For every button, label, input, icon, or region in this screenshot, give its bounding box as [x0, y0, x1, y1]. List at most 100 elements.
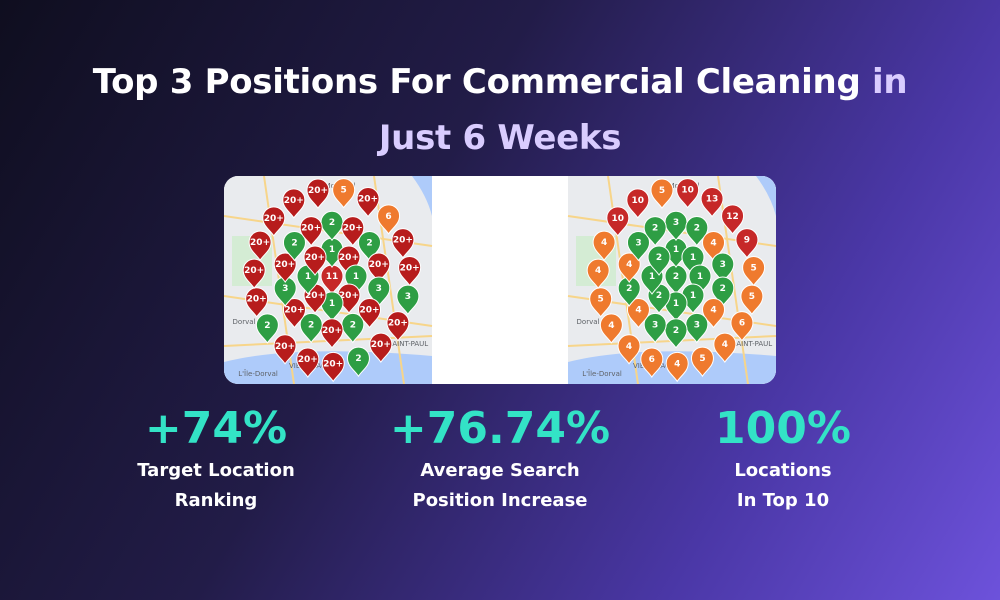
pin-label: 20+: [305, 253, 325, 263]
pin: 4: [599, 313, 623, 344]
pin-shape: [665, 351, 689, 383]
pin: 2: [617, 276, 641, 307]
pin-label: 5: [749, 292, 755, 302]
pin-shape: [245, 287, 269, 318]
pin-label: 20+: [301, 224, 321, 234]
pin-label: 4: [608, 321, 614, 331]
pin: 6: [730, 311, 754, 342]
pin-shape: [688, 264, 712, 295]
pin-shape: [586, 258, 610, 290]
pin-shape: [296, 347, 320, 378]
pin-shape: [650, 178, 674, 209]
pin-label: 20+: [275, 342, 295, 352]
pin: 1: [688, 264, 712, 295]
stat: +74% Target Location Ranking: [66, 402, 366, 516]
pin-shape: [396, 284, 420, 316]
pin: 20+: [303, 245, 327, 276]
pin-label: 20+: [308, 186, 328, 196]
stat-label: Ranking: [174, 490, 258, 511]
pin-label: 4: [635, 306, 641, 316]
pin-label: 3: [652, 320, 658, 330]
pin-label: 20+: [388, 319, 408, 329]
pin-label: 4: [626, 342, 632, 352]
pin-shape: [742, 256, 766, 287]
pin-label: 1: [673, 245, 679, 255]
pin: 1: [664, 291, 688, 322]
pin: 3: [273, 276, 297, 307]
pin-shape: [358, 298, 382, 329]
pin-label: 2: [355, 354, 361, 364]
pin: 20+: [262, 206, 286, 237]
pin: 2: [358, 231, 382, 262]
road: [607, 176, 639, 384]
road: [567, 215, 776, 247]
pin: 13: [700, 187, 724, 218]
pin: 3: [643, 313, 667, 344]
pin-label: 1: [329, 299, 335, 309]
pin-label: 20+: [298, 355, 318, 365]
pin: 5: [589, 287, 613, 318]
map-label: L'Île-Dorval: [238, 369, 278, 378]
pin: 2: [346, 346, 370, 378]
pin-shape: [306, 178, 330, 209]
map-label: Montréal: [669, 182, 700, 190]
pin: 20+: [248, 230, 272, 262]
pin-shape: [713, 332, 737, 364]
pin-shape: [303, 245, 327, 276]
pin-label: 5: [750, 263, 756, 273]
stat-label: In Top 10: [736, 490, 830, 511]
pin: 6: [640, 347, 664, 378]
pin-shape: [320, 318, 344, 349]
title-main: Top 3 Positions For Commercial Cleaning: [92, 62, 861, 102]
water: [412, 176, 432, 216]
pin-label: 2: [673, 272, 679, 282]
pin-label: 4: [710, 306, 716, 316]
pin-shape: [341, 313, 365, 344]
stat-label: Locations: [734, 460, 832, 481]
pin: 20+: [391, 228, 415, 259]
stat-value: +74%: [144, 403, 288, 454]
pin: 2: [647, 245, 671, 276]
road: [567, 295, 776, 327]
water: [224, 351, 432, 384]
map-label: VIEUX-LACHINE: [289, 362, 343, 370]
pin-label: 20+: [247, 295, 267, 305]
pin-label: 2: [291, 238, 297, 248]
pin-label: 2: [656, 253, 662, 263]
pin-shape: [643, 313, 667, 344]
road: [567, 335, 776, 347]
pin-label: 20+: [359, 306, 379, 316]
stat-value: 100%: [715, 403, 851, 454]
pin-shape: [592, 230, 616, 262]
pin: 20+: [341, 216, 365, 247]
pin: 5: [740, 284, 764, 316]
pin: 2: [299, 313, 323, 344]
pin-label: 20+: [284, 196, 304, 206]
pin-shape: [702, 231, 726, 262]
pin-shape: [386, 311, 410, 342]
pin-shape: [320, 210, 344, 242]
pin-label: 3: [282, 284, 288, 294]
pin-shape: [344, 264, 368, 295]
pin-shape: [358, 231, 382, 262]
pin: 20+: [242, 258, 266, 290]
pin-shape: [626, 231, 650, 262]
pin: 2: [647, 283, 671, 314]
pin: 1: [320, 237, 344, 269]
pin-label: 1: [305, 272, 311, 282]
pin: 1: [320, 291, 344, 322]
pin-shape: [740, 284, 764, 316]
pin-label: 2: [366, 238, 372, 248]
pin: 2: [341, 313, 365, 344]
pin-shape: [730, 311, 754, 342]
pin: 4: [617, 252, 641, 283]
pin-label: 1: [353, 272, 359, 282]
pin-label: 20+: [393, 236, 413, 246]
pin: 20+: [299, 216, 323, 247]
pin-label: 5: [598, 295, 604, 305]
pin: 2: [664, 318, 688, 349]
pin-shape: [367, 252, 391, 283]
pin-shape: [248, 230, 272, 262]
pin: 5: [742, 256, 766, 287]
pin-shape: [332, 178, 356, 209]
